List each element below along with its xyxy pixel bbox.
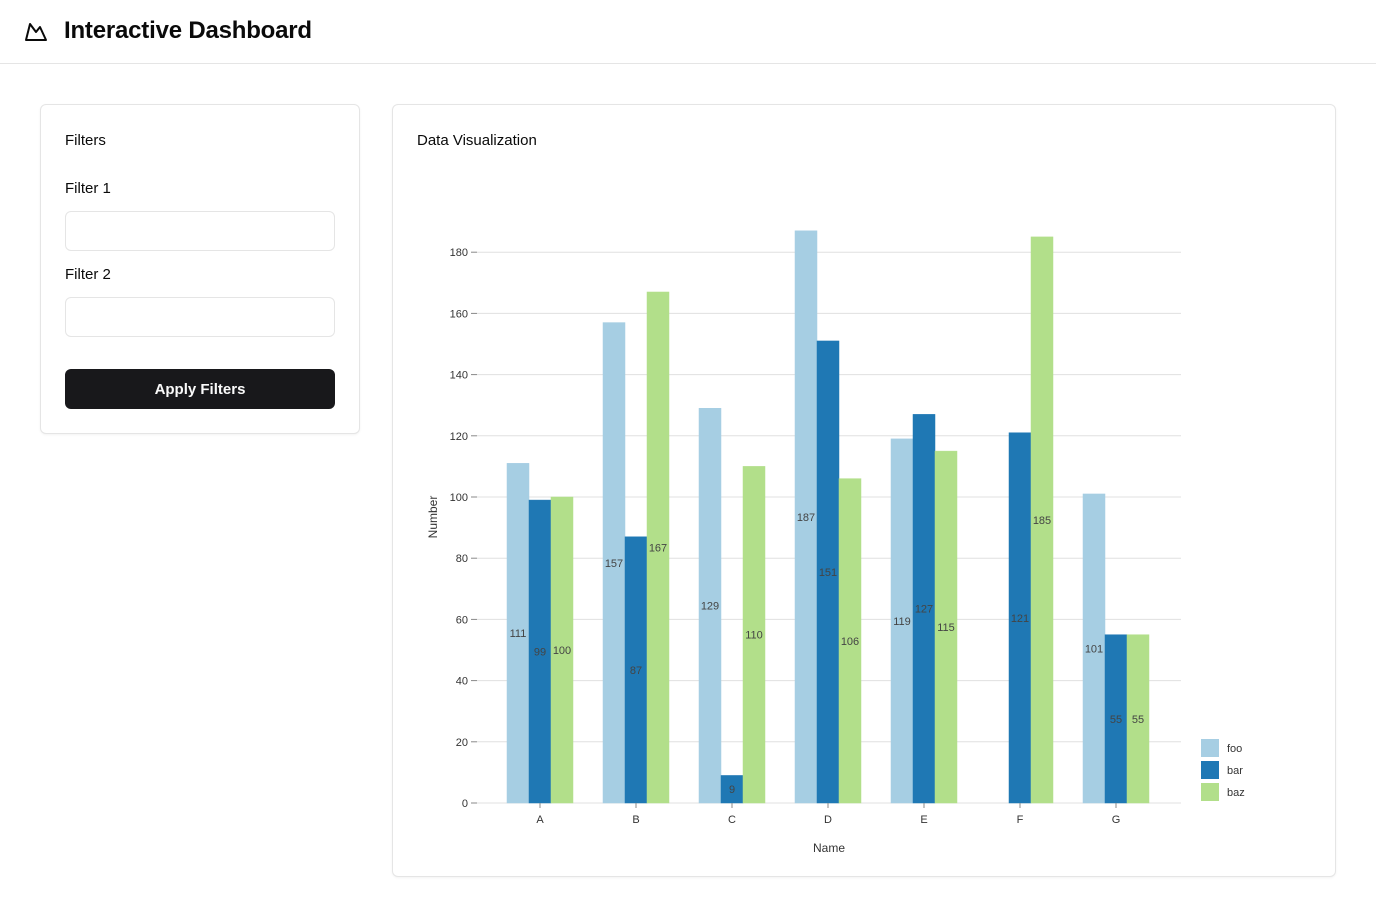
legend-label-bar: bar [1227, 765, 1243, 777]
bar-value-label: 99 [534, 647, 546, 659]
bar-value-label: 119 [893, 616, 911, 628]
filters-title: Filters [65, 132, 106, 149]
mountain-logo-icon [25, 23, 47, 41]
bar-baz-D [838, 478, 862, 804]
x-tick-label: G [1112, 814, 1121, 826]
legend-swatch-bar [1201, 761, 1219, 779]
bar-value-label: 55 [1110, 714, 1122, 726]
bar-chart: 0 20 40 60 80 100 120 140 160 180 Number 111 99 100 A 1… [426, 230, 1245, 855]
filter1-input[interactable] [65, 211, 335, 251]
bar-baz-A [550, 496, 574, 804]
app-title: Interactive Dashboard [64, 17, 312, 44]
y-axis-title: Number [426, 496, 440, 539]
app-header: Interactive Dashboard [0, 0, 1376, 64]
filter1-label: Filter 1 [65, 180, 111, 197]
filter2-label: Filter 2 [65, 266, 111, 283]
legend-label-baz: baz [1227, 787, 1245, 799]
x-tick-label: D [824, 814, 832, 826]
bar-value-label: 110 [745, 630, 763, 642]
y-tick-label: 140 [450, 370, 468, 382]
bar-baz-E [934, 450, 958, 804]
visualization-title: Data Visualization [417, 132, 537, 149]
bar-value-label: 121 [1011, 613, 1029, 625]
bar-value-label: 111 [510, 628, 527, 640]
bar-value-label: 167 [649, 542, 667, 554]
legend-swatch-foo [1201, 739, 1219, 757]
x-tick-label: A [536, 814, 544, 826]
x-axis-title: Name [813, 841, 845, 855]
y-tick-label: 80 [456, 553, 468, 565]
bar-value-label: 55 [1132, 714, 1144, 726]
y-tick-label: 120 [450, 431, 468, 443]
bar-value-label: 127 [915, 604, 933, 616]
bar-foo-C [698, 408, 722, 804]
y-tick-label: 0 [462, 798, 468, 810]
y-tick-label: 100 [450, 492, 468, 504]
y-tick-label: 20 [456, 737, 468, 749]
bar-value-label: 185 [1033, 515, 1051, 527]
bar-value-label: 115 [937, 622, 955, 634]
bar-value-label: 151 [819, 567, 837, 579]
filter2-input[interactable] [65, 297, 335, 337]
x-tick-label: E [920, 814, 927, 826]
x-tick-label: B [632, 814, 639, 826]
apply-filters-button[interactable]: Apply Filters [65, 369, 335, 409]
bar-baz-B [646, 291, 670, 804]
filters-card: Filters Filter 1 Filter 2 Apply Filters [40, 104, 360, 434]
legend-label-foo: foo [1227, 743, 1242, 755]
x-tick-label: C [728, 814, 736, 826]
bar-value-label: 9 [729, 784, 735, 796]
bar-value-label: 100 [553, 645, 571, 657]
legend-swatch-baz [1201, 783, 1219, 801]
y-tick-label: 60 [456, 614, 468, 626]
y-tick-label: 40 [456, 676, 468, 688]
bar-value-label: 187 [797, 512, 815, 524]
bar-baz-F [1030, 236, 1054, 804]
y-tick-label: 160 [450, 308, 468, 320]
y-tick-label: 180 [450, 247, 468, 259]
bar-value-label: 87 [630, 665, 642, 677]
bar-value-label: 101 [1085, 643, 1103, 655]
visualization-card: 0 20 40 60 80 100 120 140 160 180 Number 111 99 100 A 1… [392, 104, 1336, 877]
bar-value-label: 106 [841, 636, 859, 648]
bar-value-label: 129 [701, 601, 719, 613]
bar-value-label: 157 [605, 558, 623, 570]
bar-baz-C [742, 466, 766, 804]
x-tick-label: F [1017, 814, 1024, 826]
bar-baz-G [1126, 634, 1150, 804]
